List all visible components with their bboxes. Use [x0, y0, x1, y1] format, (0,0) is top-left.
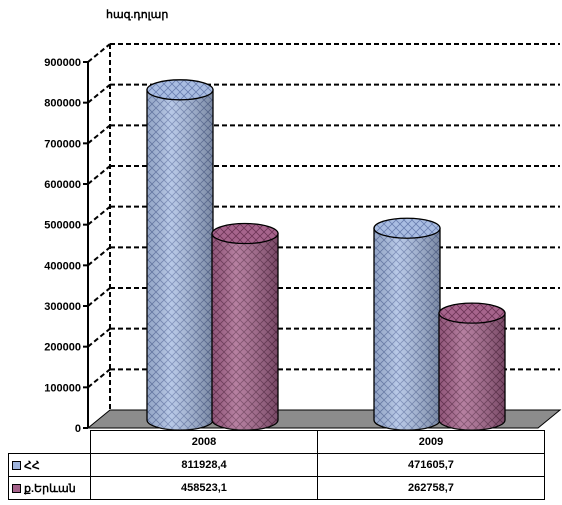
value-yerevan-2008: 458523,1: [90, 476, 318, 500]
bar-0-2008: [146, 79, 214, 431]
bar-1-2008: [211, 222, 279, 431]
y-tick-label: 900000: [44, 57, 81, 69]
y-tick-label: 600000: [44, 179, 81, 191]
y-tick-label: 800000: [44, 98, 81, 110]
table-row-hh: ՀՀ 811928,4 471605,7: [8, 453, 545, 477]
bar-top: [373, 217, 441, 239]
unit-label: հազ.դոլար: [106, 9, 169, 21]
category-label-2008: 2008: [90, 430, 318, 454]
bar-top: [146, 79, 214, 101]
bar-shading: [147, 89, 213, 430]
y-tick-label: 0: [75, 423, 81, 432]
gridline-side: [87, 205, 111, 226]
series-name-yerevan: ք.Երևան: [24, 482, 76, 495]
gridline-side: [87, 124, 111, 145]
category-label-2009: 2009: [317, 430, 545, 454]
value-yerevan-2009: 262758,7: [317, 476, 545, 500]
bar-shading: [374, 228, 440, 430]
y-tick-label: 200000: [44, 342, 81, 354]
bars: [146, 79, 506, 431]
bar-top: [438, 302, 506, 324]
gridline-side: [87, 83, 111, 104]
gridline-side: [87, 165, 111, 185]
gridline-side: [87, 246, 111, 267]
y-tick-label: 700000: [44, 138, 81, 150]
gridline-side: [87, 43, 111, 63]
y-tick-label: 300000: [44, 301, 81, 313]
bar-1-2009: [438, 302, 506, 431]
y-tick-label: 500000: [44, 220, 81, 232]
bar-shading: [212, 233, 278, 430]
gridline-side: [87, 368, 111, 389]
gridline-side: [87, 327, 111, 348]
y-axis: 0 100000 200000 300000 400000 500000 600000 700…: [44, 57, 89, 432]
gridline-side: [87, 287, 111, 307]
y-tick-label: 100000: [44, 382, 81, 394]
legend-swatch-hh: [12, 461, 21, 471]
value-hh-2009: 471605,7: [317, 453, 545, 477]
table-row-yerevan: ք.Երևան 458523,1 262758,7: [8, 476, 545, 500]
bar-0-2009: [373, 217, 441, 431]
bar-shading: [439, 313, 505, 430]
legend-swatch-yerevan: [12, 484, 21, 494]
data-table: 2008 2009 ՀՀ 811928,4 471605,7 ք.Երևան 4…: [8, 430, 545, 500]
bar-top: [211, 222, 279, 245]
series-name-hh: ՀՀ: [24, 459, 40, 472]
table-header-row: 2008 2009: [9, 430, 545, 454]
value-hh-2008: 811928,4: [90, 453, 318, 477]
chart-area: 0 100000 200000 300000 400000 500000 600000 700…: [44, 43, 562, 432]
y-tick-label: 400000: [44, 260, 81, 272]
